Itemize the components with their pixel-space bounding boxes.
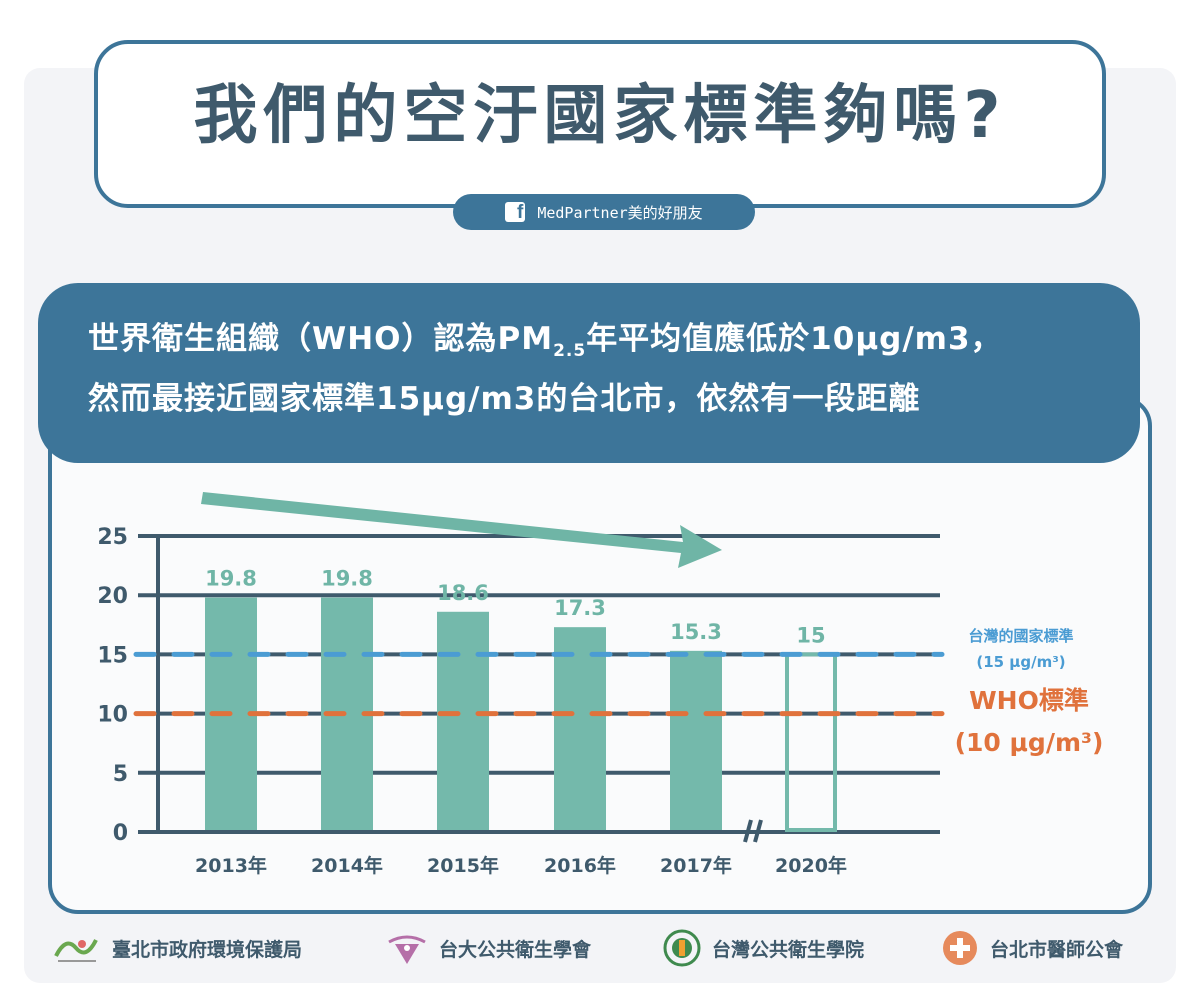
axis-break-mark xyxy=(753,819,763,843)
x-tick-label: 2016年 xyxy=(544,854,616,877)
reference-label: WHO標準 xyxy=(969,686,1089,715)
banner-line-2: 然而最接近國家標準15μg/m3的台北市，依然有一段距離 xyxy=(88,381,921,417)
trend-arrow xyxy=(201,492,722,568)
taiwan-ph-college-logo-icon xyxy=(662,928,702,968)
facebook-icon: f xyxy=(505,202,526,222)
footer-item-epa: 臺北市政府環境保護局 xyxy=(52,928,302,968)
page-title: 我們的空汙國家標準夠嗎? xyxy=(193,79,1007,153)
facebook-page-name: MedPartner美的好朋友 xyxy=(537,203,703,222)
y-tick-label: 20 xyxy=(97,584,128,609)
bar xyxy=(554,627,606,830)
ntu-ph-society-logo-icon xyxy=(385,930,429,966)
taipei-logo-icon xyxy=(52,930,102,966)
y-tick-label: 0 xyxy=(113,821,128,846)
x-tick-label: 2015年 xyxy=(427,854,499,877)
x-tick-label: 2017年 xyxy=(660,854,732,877)
footer-label-college: 台灣公共衛生學院 xyxy=(712,938,865,961)
y-tick-label: 15 xyxy=(97,643,128,668)
title-box xyxy=(94,40,1106,208)
x-tick-label: 2020年 xyxy=(775,854,847,877)
axis-break-mark xyxy=(743,819,753,843)
footer-label-epa: 臺北市政府環境保護局 xyxy=(112,938,303,961)
data-label: 18.6 xyxy=(437,581,489,605)
data-label: 15 xyxy=(796,623,825,647)
data-label: 19.8 xyxy=(321,567,373,591)
reference-label: 台灣的國家標準 xyxy=(968,627,1073,645)
facebook-credit[interactable]: f MedPartner美的好朋友 xyxy=(453,194,755,230)
footer-item-college: 台灣公共衛生學院 xyxy=(662,928,864,968)
reference-sublabel: (10 μg/m³) xyxy=(955,728,1104,757)
info-banner: 世界衛生組織（WHO）認為PM2.5年平均值應低於10μg/m3， 然而最接近國… xyxy=(38,283,1140,463)
bar xyxy=(437,611,489,830)
y-tick-label: 5 xyxy=(113,762,128,787)
x-tick-label: 2014年 xyxy=(311,854,383,877)
footer-label-ntu: 台大公共衛生學會 xyxy=(439,938,592,961)
footer-item-ntu: 台大公共衛生學會 xyxy=(385,928,591,968)
data-label: 17.3 xyxy=(554,596,606,620)
bar xyxy=(785,652,837,833)
footer-label-tma: 台北市醫師公會 xyxy=(990,938,1124,961)
bar xyxy=(670,650,722,830)
banner-line-1: 世界衛生組織（WHO）認為PM2.5年平均值應低於10μg/m3， xyxy=(88,321,1003,362)
taipei-medical-association-logo-icon xyxy=(940,928,980,968)
footer-item-tma: 台北市醫師公會 xyxy=(940,928,1123,968)
x-tick-label: 2013年 xyxy=(195,854,267,877)
data-label: 15.3 xyxy=(670,620,722,644)
y-tick-label: 25 xyxy=(97,525,128,550)
y-tick-label: 10 xyxy=(97,703,128,728)
reference-sublabel: (15 μg/m³) xyxy=(976,653,1065,671)
data-label: 19.8 xyxy=(205,567,257,591)
